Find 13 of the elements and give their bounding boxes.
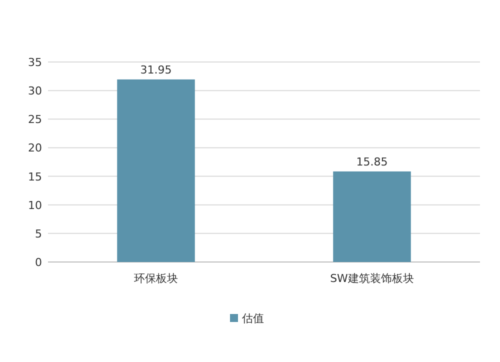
y-tick-label: 20 (28, 142, 42, 155)
x-tick-label: SW建筑装饰板块 (330, 272, 414, 285)
y-tick-label: 10 (28, 198, 42, 212)
y-tick-label: 30 (28, 84, 42, 98)
y-tick-label: 5 (35, 227, 42, 240)
data-label: 15.85 (356, 155, 388, 168)
y-tick-label: 25 (28, 113, 42, 126)
y-tick-label: 15 (28, 170, 42, 184)
y-tick-label: 35 (28, 56, 42, 69)
data-label: 31.95 (140, 63, 172, 76)
x-tick-label: 环保板块 (134, 272, 178, 285)
y-tick-label: 0 (35, 256, 42, 269)
legend-label: 估值 (242, 312, 264, 325)
